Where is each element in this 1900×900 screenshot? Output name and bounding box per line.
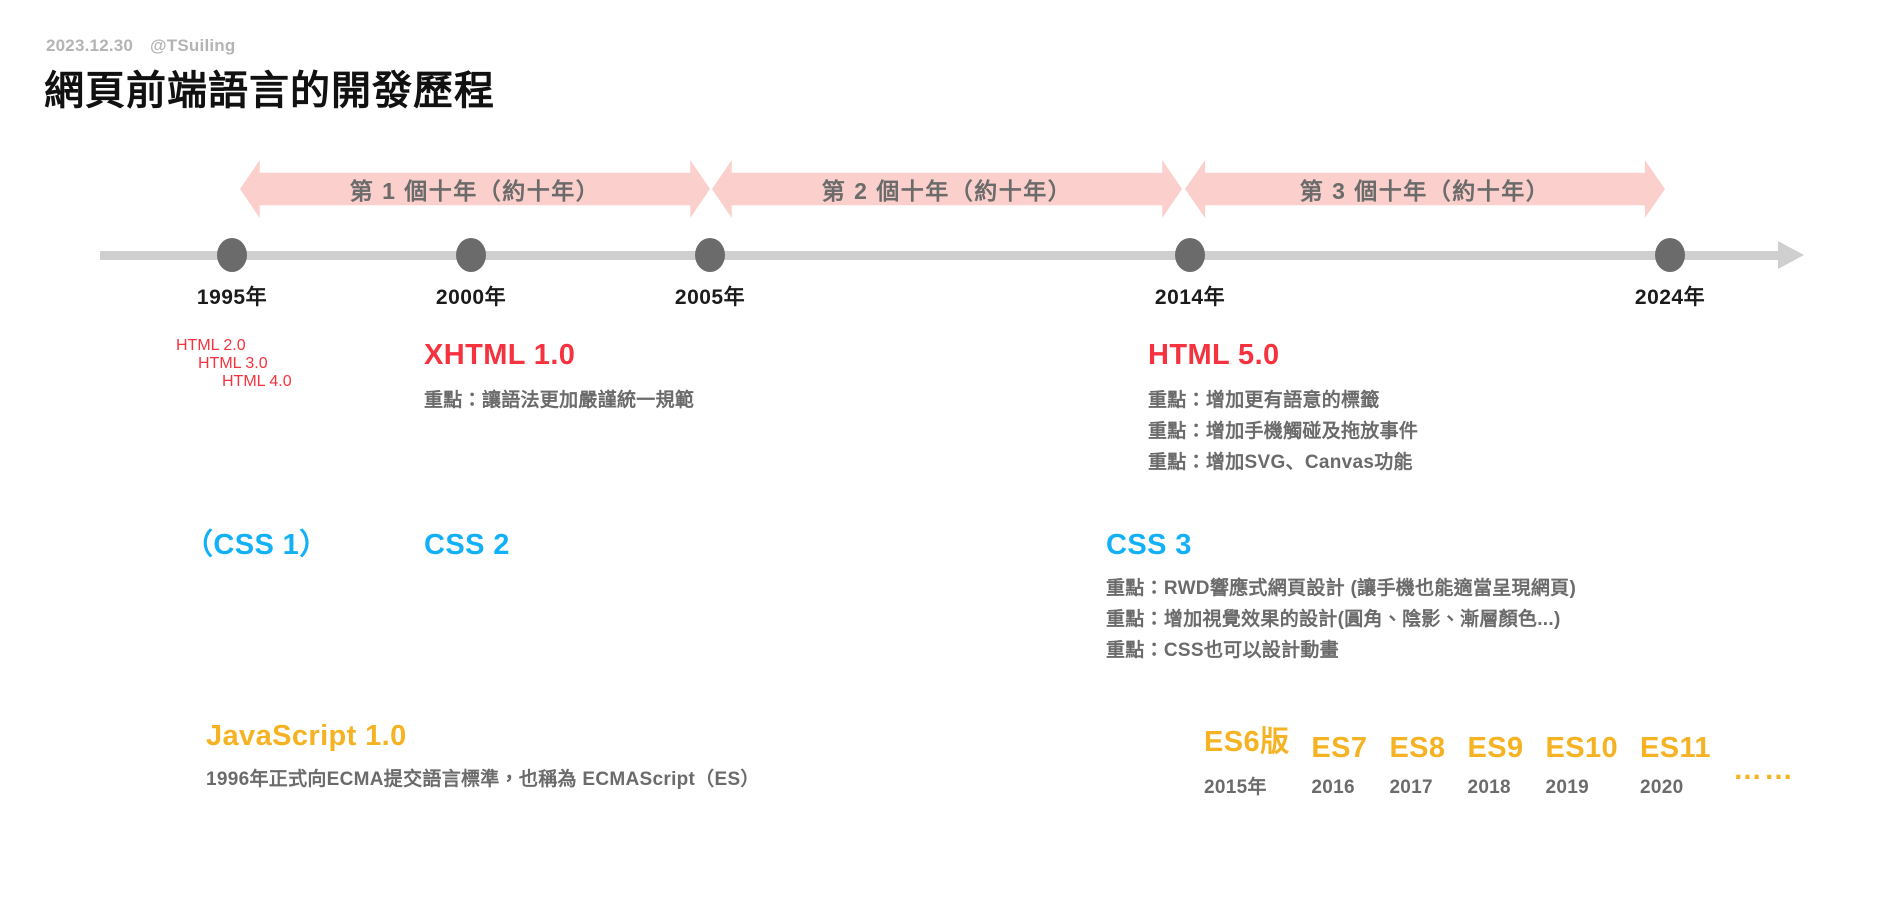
html-4-0-label: HTML 4.0 [222,373,292,390]
byline: 2023.12.30 @TSuiling [46,36,235,56]
timeline-dot-2014 [1175,238,1205,272]
html5-note-3: 重點：增加SVG、Canvas功能 [1148,451,1413,473]
es-version-more: …… [1733,754,1795,799]
javascript-block: JavaScript 1.0 1996年正式向ECMA提交語言標準，也稱為 EC… [206,718,760,796]
es9-year: 2018 [1467,777,1511,798]
css-2-label: CSS 2 [424,529,510,561]
timeline-axis [100,251,1780,260]
javascript-note-1: 1996年正式向ECMA提交語言標準，也稱為 ECMAScript（ES） [206,769,760,791]
timeline-dot-2000 [456,238,486,272]
es-more-label: …… [1732,754,1795,786]
css3-note-1: 重點：RWD響應式網頁設計 (讓手機也能適當呈現網頁) [1106,578,1577,600]
es6-year: 2015年 [1204,777,1267,798]
timeline-dot-2024 [1655,238,1685,272]
es-version-es6: ES6版 2015年 [1204,718,1289,799]
css-1-label: （CSS 1） [184,529,329,561]
html5-block: HTML 5.0 重點：增加更有語意的標籤 重點：增加手機觸碰及拖放事件 重點：… [1148,337,1418,478]
es11-label: ES11 [1640,732,1711,764]
timeline-year-1995: 1995年 [196,286,268,309]
es8-year: 2017 [1389,777,1433,798]
es8-label: ES8 [1389,732,1446,764]
es6-label: ES6版 [1204,726,1290,758]
decade-band-1: 第 1 個十年（約十年） [240,160,710,218]
page-title: 網頁前端語言的開發歷程 [44,69,495,113]
decade-band-2: 第 2 個十年（約十年） [712,160,1182,218]
es9-label: ES9 [1467,732,1524,764]
timeline-year-2005: 2005年 [674,286,746,309]
es11-year: 2020 [1640,777,1684,798]
es-versions-row: ES6版 2015年 ES7 2016 ES8 2017 ES9 2018 ES… [1204,718,1817,799]
html-3-0-label: HTML 3.0 [198,355,268,372]
timeline-dot-1995 [217,238,247,272]
html-5-0-label: HTML 5.0 [1148,339,1280,371]
es7-year: 2016 [1311,777,1355,798]
es10-label: ES10 [1545,732,1619,764]
es7-label: ES7 [1311,732,1368,764]
html5-note-2: 重點：增加手機觸碰及拖放事件 [1148,420,1419,442]
es-version-es8: ES8 2017 [1389,732,1445,799]
html-early-versions: HTML 2.0 HTML 3.0 HTML 4.0 [176,337,292,391]
css3-note-3: 重點：CSS也可以設計動畫 [1106,639,1339,661]
decade-band-1-label: 第 1 個十年（約十年） [349,178,601,204]
timeline-year-2000: 2000年 [435,286,507,309]
css3-block: CSS 3 重點：RWD響應式網頁設計 (讓手機也能適當呈現網頁) 重點：增加視… [1106,527,1576,666]
timeline-arrow-icon [1778,241,1804,269]
timeline-year-2014: 2014年 [1154,286,1226,309]
es-version-es10: ES10 2019 [1545,732,1618,799]
xhtml-block: XHTML 1.0 重點：讓語法更加嚴謹統一規範 [424,337,694,417]
byline-date: 2023.12.30 [46,36,134,55]
css3-note-2: 重點：增加視覺效果的設計(圓角、陰影、漸層顏色...) [1106,608,1561,630]
javascript-1-0-label: JavaScript 1.0 [206,720,407,752]
es-version-es7: ES7 2016 [1311,732,1367,799]
byline-handle: @TSuiling [150,36,236,55]
html-2-0-label: HTML 2.0 [176,337,246,354]
css2-block: CSS 2 [424,527,510,564]
es-version-es11: ES11 2020 [1640,732,1711,799]
timeline-year-2024: 2024年 [1634,286,1706,309]
html5-note-1: 重點：增加更有語意的標籤 [1148,390,1380,412]
xhtml-1-0-label: XHTML 1.0 [424,339,576,371]
timeline-dot-2005 [695,238,725,272]
css-3-label: CSS 3 [1106,529,1192,561]
es10-year: 2019 [1545,777,1589,798]
es-version-es9: ES9 2018 [1467,732,1523,799]
css1-block: （CSS 1） [184,527,329,564]
decade-band-2-label: 第 2 個十年（約十年） [821,178,1073,204]
xhtml-note-1: 重點：讓語法更加嚴謹統一規範 [424,390,695,412]
decade-band-3: 第 3 個十年（約十年） [1185,160,1665,218]
decade-band-3-label: 第 3 個十年（約十年） [1299,178,1551,204]
